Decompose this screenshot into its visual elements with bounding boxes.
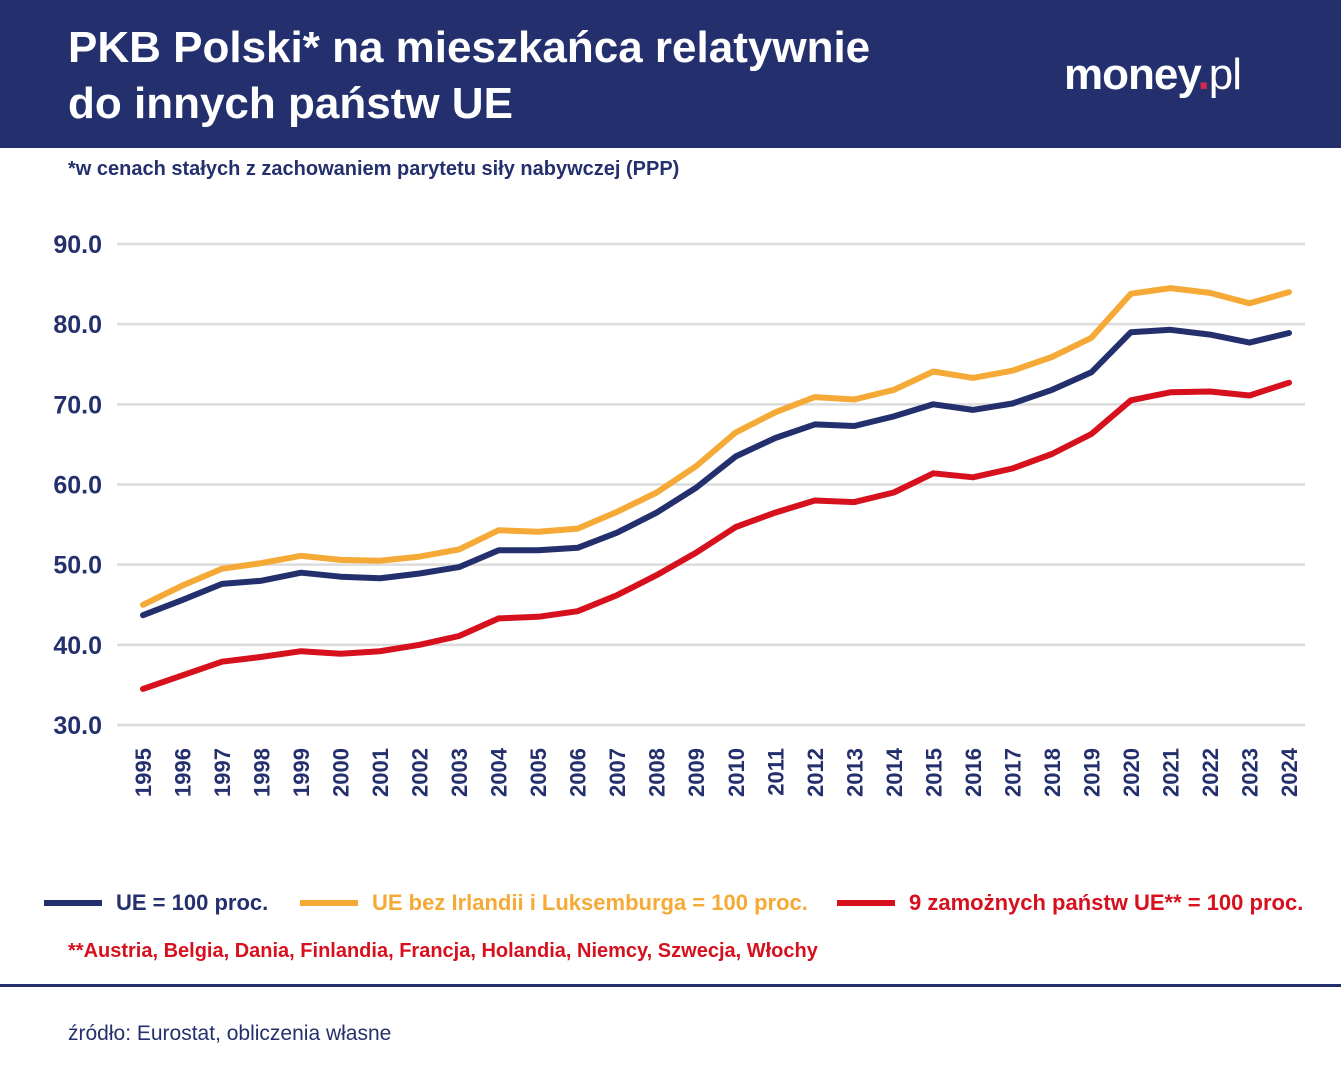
x-tick-label: 2004	[487, 747, 512, 797]
legend-swatch	[44, 900, 102, 906]
y-tick-label: 50.0	[53, 552, 102, 580]
x-tick-label: 1996	[171, 748, 196, 797]
x-tick-label: 2018	[1040, 748, 1065, 797]
x-tick-label: 2006	[566, 748, 591, 797]
y-tick-label: 40.0	[53, 632, 102, 660]
x-tick-label: 1998	[250, 748, 275, 797]
x-tick-label: 2020	[1119, 748, 1144, 797]
x-tick-label: 2002	[408, 748, 433, 797]
x-tick-label: 2000	[329, 748, 354, 797]
x-tick-label: 2016	[961, 748, 986, 797]
legend-item: UE bez Irlandii i Luksemburga = 100 proc…	[300, 890, 808, 916]
legend-swatch	[837, 900, 895, 906]
money-pl-logo: money.pl	[1064, 48, 1242, 102]
legend-item: 9 zamożnych państw UE** = 100 proc.	[837, 890, 1303, 916]
x-tick-label: 1995	[131, 748, 156, 797]
x-tick-label: 2010	[724, 748, 749, 797]
header: PKB Polski* na mieszkańca relatywnie do …	[0, 0, 1341, 148]
divider	[0, 984, 1341, 987]
series-line-1	[140, 326, 1292, 619]
y-tick-label: 60.0	[53, 472, 102, 500]
x-tick-label: 2024	[1277, 747, 1302, 797]
x-tick-label: 2022	[1198, 748, 1223, 797]
series-line-3	[140, 379, 1292, 692]
line-chart: 90.0 80.0 70.0 60.0 50.0 40.0 30.0 1995 1996 1997…	[53, 231, 1305, 797]
title-line-2: do innych państw UE	[68, 79, 513, 128]
legend-label: UE = 100 proc.	[116, 890, 269, 915]
legend-label: UE bez Irlandii i Luksemburga = 100 proc…	[372, 890, 808, 915]
legend-label: 9 zamożnych państw UE** = 100 proc.	[909, 890, 1304, 915]
page-title: PKB Polski* na mieszkańca relatywnie do …	[68, 20, 968, 132]
x-tick-label: 2008	[645, 748, 670, 797]
x-tick-label: 2003	[447, 748, 472, 797]
y-tick-label: 90.0	[53, 231, 102, 259]
logo-main: money	[1064, 50, 1199, 99]
footnote: **Austria, Belgia, Dania, Finlandia, Fra…	[68, 940, 818, 962]
x-tick-label: 2009	[684, 748, 709, 797]
x-tick-label: 2001	[368, 748, 393, 797]
x-tick-label: 2005	[526, 748, 551, 797]
x-tick-label: 2011	[763, 748, 788, 796]
source-text: źródło: Eurostat, obliczenia własne	[68, 1022, 392, 1045]
logo-suffix: pl	[1208, 50, 1242, 99]
y-tick-label: 30.0	[53, 712, 102, 740]
y-tick-label: 70.0	[53, 391, 102, 419]
legend-swatch	[300, 900, 358, 906]
chart-legend: UE = 100 proc. UE bez Irlandii i Luksembu…	[44, 890, 1334, 924]
x-tick-label: 1999	[289, 748, 314, 797]
chart-subtitle: *w cenach stałych z zachowaniem parytetu…	[68, 158, 680, 180]
y-tick-label: 80.0	[53, 311, 102, 339]
series-line-2	[140, 285, 1292, 608]
x-tick-label: 2017	[1000, 748, 1025, 797]
title-line-1: PKB Polski* na mieszkańca relatywnie	[68, 23, 871, 72]
x-tick-label: 2023	[1237, 748, 1262, 797]
x-tick-label: 2015	[921, 748, 946, 797]
logo-dot: .	[1197, 50, 1210, 99]
x-tick-label: 2021	[1158, 748, 1183, 797]
x-tick-label: 2013	[842, 748, 867, 797]
x-tick-label: 2019	[1079, 748, 1104, 797]
x-tick-label: 2014	[882, 747, 907, 797]
x-tick-label: 1997	[210, 748, 235, 797]
x-tick-label: 2012	[803, 748, 828, 797]
legend-item: UE = 100 proc.	[44, 890, 268, 916]
x-tick-label: 2007	[605, 748, 630, 797]
